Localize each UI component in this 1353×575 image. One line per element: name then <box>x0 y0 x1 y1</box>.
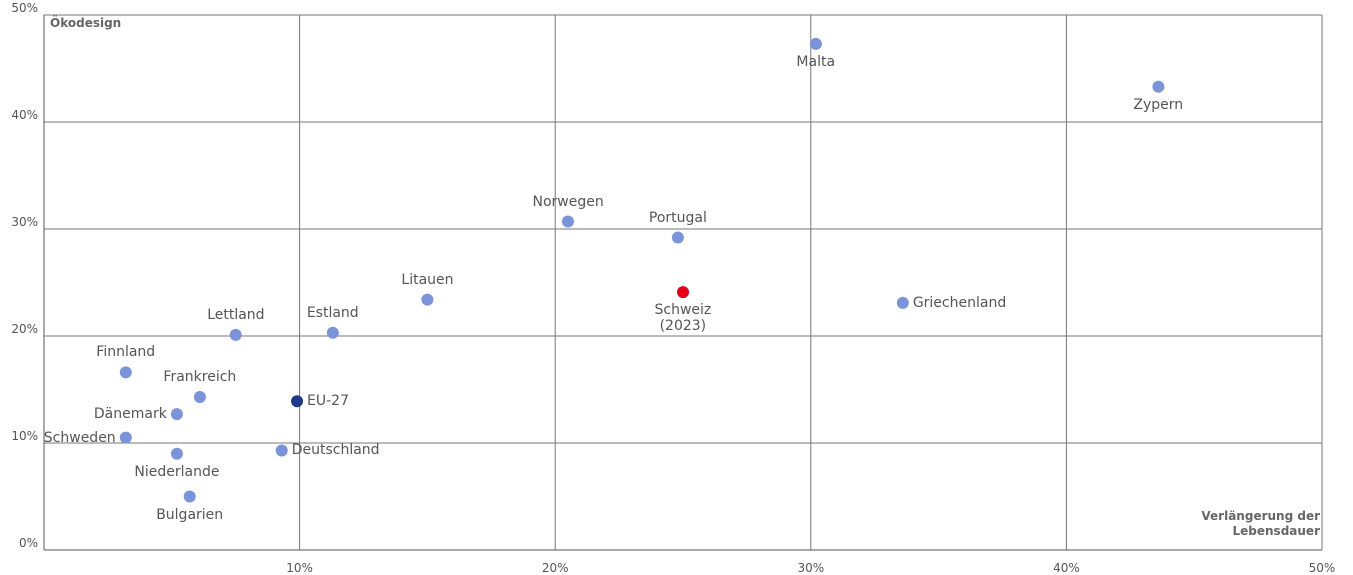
point <box>421 293 434 306</box>
point-label: EU-27 <box>307 393 349 410</box>
point <box>275 444 288 457</box>
y-tick-label: 50% <box>11 1 38 15</box>
point-label: Griechenland <box>912 294 1007 311</box>
point <box>896 296 909 309</box>
point-label: Deutschland <box>291 442 380 459</box>
point <box>326 326 339 339</box>
point <box>561 215 574 228</box>
point <box>193 390 206 403</box>
point-label: Frankreich <box>163 368 237 385</box>
point <box>229 328 242 341</box>
x-tick-label: 50% <box>1309 561 1336 575</box>
point-label: Estland <box>306 304 359 321</box>
y-tick-label: 30% <box>11 215 38 229</box>
point <box>170 447 183 460</box>
point-label: Niederlande <box>134 463 220 480</box>
point <box>183 490 196 503</box>
point-label: Portugal <box>648 209 707 226</box>
x-axis-label: Verlängerung der Lebensdauer <box>1201 509 1320 539</box>
y-tick-label: 10% <box>11 429 38 443</box>
point-label: Finnland <box>96 344 156 361</box>
point-label: Dänemark <box>93 406 167 423</box>
x-axis-label-line: Lebensdauer <box>1232 524 1321 538</box>
x-axis-label-line: Verlängerung der <box>1201 509 1320 523</box>
x-tick-label: 20% <box>542 561 569 575</box>
y-tick-label: 20% <box>11 322 38 336</box>
y-tick-label: 40% <box>11 108 38 122</box>
point-label: Norwegen <box>532 193 604 210</box>
point <box>677 286 689 299</box>
point <box>119 366 132 379</box>
point-label: Lettland <box>207 306 265 323</box>
point <box>671 231 684 244</box>
point <box>119 431 132 444</box>
point-label: Schweden <box>43 429 116 446</box>
point-label: Malta <box>796 53 836 70</box>
x-tick-label: 40% <box>1053 561 1080 575</box>
y-axis-label: Ökodesign <box>50 16 122 30</box>
point <box>170 408 183 421</box>
y-tick-label: 0% <box>19 536 38 550</box>
point-label: Zypern <box>1133 96 1184 113</box>
x-tick-label: 10% <box>286 561 313 575</box>
point <box>809 37 822 50</box>
point-label: Schweiz (2023) <box>654 302 712 335</box>
point <box>1152 80 1165 93</box>
point <box>291 395 304 408</box>
point-label: Litauen <box>401 271 454 288</box>
point-label: Bulgarien <box>156 506 224 523</box>
x-tick-label: 30% <box>797 561 824 575</box>
